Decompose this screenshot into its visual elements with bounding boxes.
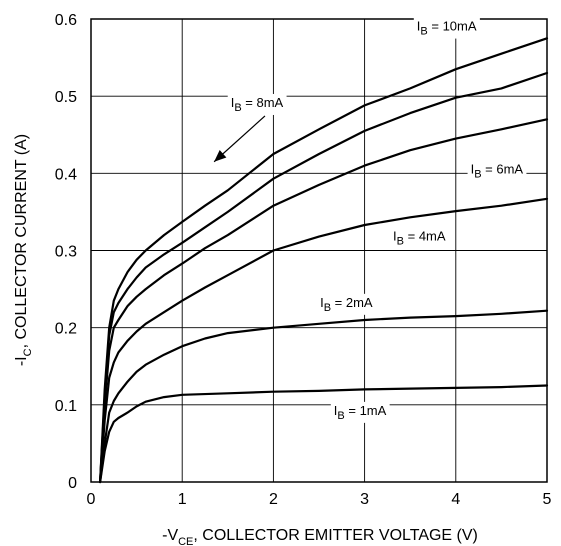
- x-tick-label: 3: [360, 491, 369, 508]
- curve-label-background: [390, 227, 449, 249]
- series-line-0: [99, 37, 549, 484]
- curve-label-background: [413, 17, 480, 39]
- series-line-2: [99, 118, 549, 484]
- series-line-5: [99, 384, 549, 484]
- y-axis-title: -IC, COLLECTOR CURRENT (A): [13, 134, 34, 366]
- plot-frame: [90, 18, 548, 483]
- curve-label-background: [227, 93, 287, 115]
- x-tick-labels: 0 1 2 3 4 5: [87, 491, 552, 508]
- curve-labels: IB = 10mA IB = 8mA IB = 6mA IB = 4mA IB = 2m…: [213, 17, 527, 423]
- series-line-3: [99, 197, 549, 484]
- y-tick-label: 0.4: [55, 166, 77, 183]
- y-tick-label: 0.1: [55, 398, 77, 415]
- curve-label: IB = 6mA: [471, 161, 524, 180]
- y-tick-label: 0.2: [55, 321, 77, 338]
- x-tick-label: 2: [269, 491, 278, 508]
- x-tick-label: 0: [87, 491, 96, 508]
- curve-label: IB = 10mA: [417, 19, 477, 38]
- curve-label-background: [317, 293, 376, 315]
- grid: [91, 19, 547, 482]
- series-line-4: [99, 309, 549, 484]
- x-tick-label: 1: [178, 491, 187, 508]
- series-lines: [99, 37, 549, 484]
- y-tick-labels: 0 0.1 0.2 0.3 0.4 0.5 0.6: [55, 12, 77, 492]
- annotation-arrow-head: [214, 150, 227, 162]
- y-tick-label: 0: [68, 475, 77, 492]
- curve-label-background: [330, 401, 390, 423]
- x-tick-label: 4: [451, 491, 460, 508]
- curve-label: IB = 8mA: [231, 95, 284, 114]
- x-axis-title: -VCE, COLLECTOR EMITTER VOLTAGE (V): [162, 527, 478, 546]
- curve-label: IB = 2mA: [320, 295, 373, 314]
- curve-label-background: [467, 160, 527, 182]
- y-tick-label: 0.5: [55, 89, 77, 106]
- y-tick-label: 0.3: [55, 244, 77, 261]
- series-line-1: [99, 71, 549, 484]
- curve-label: IB = 1mA: [334, 403, 387, 422]
- y-tick-label: 0.6: [55, 12, 77, 29]
- x-tick-label: 5: [543, 491, 552, 508]
- curve-label: IB = 4mA: [393, 228, 446, 247]
